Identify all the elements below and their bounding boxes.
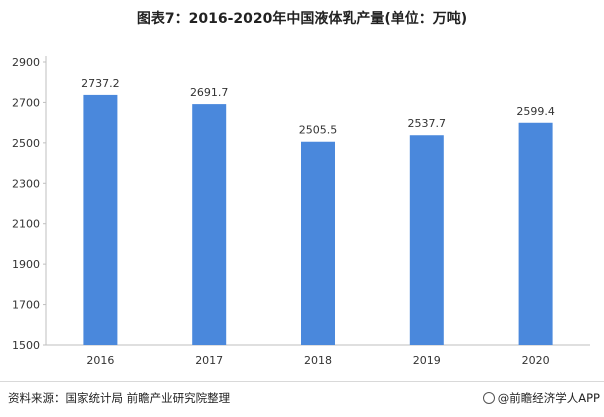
bar-2018	[301, 141, 335, 345]
y-tick-label: 2300	[12, 177, 40, 190]
data-label-2016: 2737.2	[81, 77, 120, 90]
divider	[0, 381, 604, 382]
x-tick-label-2019: 2019	[413, 354, 441, 367]
chart-title: 图表7：2016-2020年中国液体乳产量(单位：万吨)	[136, 11, 468, 27]
y-tick-label: 2100	[12, 218, 40, 231]
x-tick-label-2020: 2020	[522, 354, 550, 367]
source-note: 资料来源：国家统计局 前瞻产业研究院整理	[8, 391, 231, 405]
bar-2017	[192, 104, 227, 345]
x-tick-label-2016: 2016	[86, 354, 114, 367]
brand-logo-icon	[482, 392, 495, 404]
y-tick-label: 2500	[12, 137, 40, 150]
x-tick-label-2018: 2018	[304, 354, 332, 367]
data-label-2017: 2691.7	[190, 86, 229, 99]
y-tick-label: 2700	[12, 96, 40, 109]
y-tick-label: 1500	[12, 339, 40, 352]
bar-2020	[518, 122, 553, 345]
data-label-2020: 2599.4	[516, 105, 555, 118]
brand-text: @前瞻经济学人APP	[497, 391, 600, 405]
y-tick-label: 2900	[12, 56, 40, 69]
data-label-2018: 2505.5	[299, 124, 338, 137]
bar-2016	[83, 94, 118, 345]
data-label-2019: 2537.7	[408, 117, 447, 130]
y-tick-label: 1700	[12, 299, 40, 312]
brand-credit: @前瞻经济学人APP	[482, 390, 600, 406]
bar-2019	[409, 135, 444, 345]
x-tick-label-2017: 2017	[195, 354, 223, 367]
y-tick-label: 1900	[12, 258, 40, 271]
